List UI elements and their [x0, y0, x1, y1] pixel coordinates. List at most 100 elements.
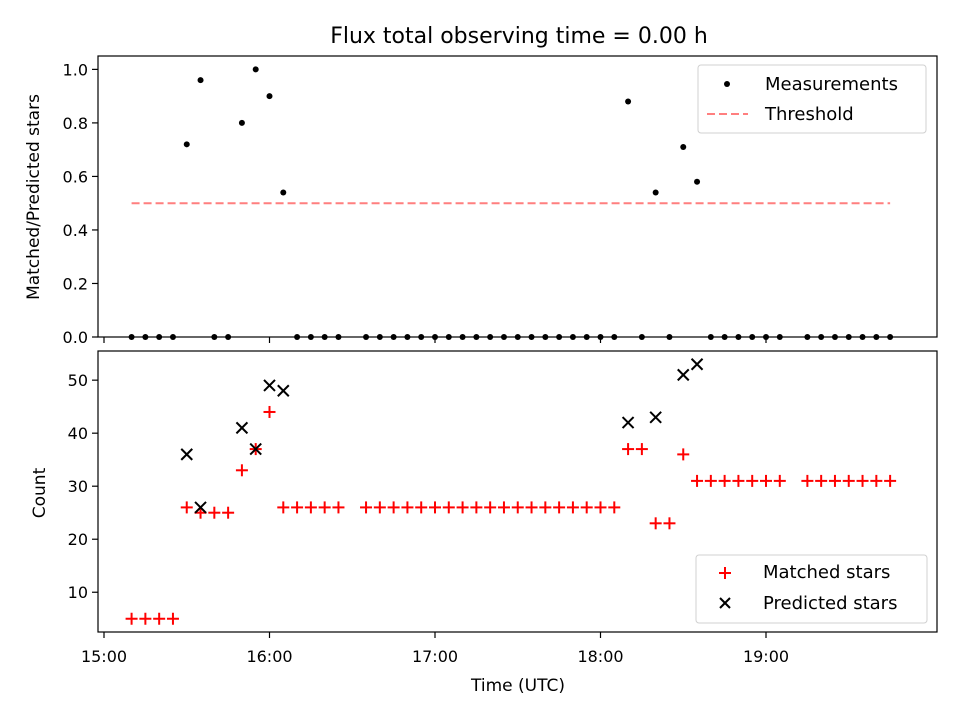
predicted-star-point	[263, 379, 276, 392]
matched-star-point	[773, 474, 786, 487]
top-legend: Measurements Threshold	[697, 64, 927, 134]
matched-star-point	[208, 506, 221, 519]
legend-matched-marker	[719, 567, 731, 579]
top-y-ticks: 0.0 0.2 0.4 0.6 0.8 1.0	[63, 60, 98, 347]
measurement-point	[197, 77, 204, 84]
y-tick-label: 30	[68, 477, 88, 496]
matched-star-point	[704, 474, 717, 487]
matched-star-point	[166, 612, 179, 625]
bottom-y-axis-label: Count	[30, 467, 50, 518]
measurement-point	[625, 98, 632, 105]
matched-star-point	[442, 501, 455, 514]
matched-star-point	[815, 474, 828, 487]
bottom-marks	[125, 358, 897, 625]
legend-matched-label: Matched stars	[763, 562, 890, 583]
matched-star-point	[553, 501, 566, 514]
legend-predicted-label: Predicted stars	[763, 593, 897, 614]
matched-star-point	[263, 405, 276, 418]
x-tick-label: 16:00	[246, 647, 292, 666]
top-axes-frame	[97, 55, 938, 338]
matched-star-point	[429, 501, 441, 514]
matched-star-point	[291, 501, 304, 514]
legend-predicted-marker	[719, 597, 731, 609]
top-panel: 0.0 0.2 0.4 0.6 0.8 1.0 Matched/Predicted sta…	[24, 55, 938, 347]
chart-title: Flux total observing time = 0.00 h	[330, 24, 708, 49]
legend-threshold-label: Threshold	[764, 104, 854, 125]
matched-star-point	[222, 506, 235, 519]
top-legend-box	[697, 64, 927, 134]
x-tick-label: 19:00	[743, 647, 789, 666]
matched-star-point	[649, 517, 662, 530]
y-tick-label: 0.8	[63, 114, 88, 133]
x-tick-label: 17:00	[412, 647, 458, 666]
matched-star-point	[318, 501, 331, 514]
matched-star-point	[125, 612, 138, 625]
bottom-panel: 10 20 30 40 50 15:00 16:00 17:00 18:00 19:00 Cou…	[30, 350, 938, 696]
y-tick-label: 40	[68, 424, 88, 443]
matched-star-point	[622, 443, 635, 456]
matched-star-point	[594, 501, 607, 514]
matched-star-point	[139, 612, 152, 625]
matched-star-point	[332, 501, 345, 514]
matched-star-point	[801, 474, 814, 487]
matched-star-point	[718, 474, 731, 487]
measurement-point	[652, 189, 659, 196]
measurement-point	[266, 93, 273, 100]
matched-star-point	[677, 448, 690, 461]
predicted-star-point	[649, 411, 662, 424]
matched-star-point	[884, 474, 897, 487]
matched-star-point	[180, 501, 193, 514]
matched-star-point	[732, 474, 745, 487]
predicted-star-point	[249, 442, 262, 456]
y-tick-label: 10	[68, 583, 88, 602]
matched-star-point	[566, 501, 579, 514]
matched-star-point	[497, 501, 510, 514]
predicted-star-point	[690, 358, 704, 371]
matched-star-point	[235, 464, 248, 477]
y-tick-label: 50	[68, 371, 88, 390]
matched-star-point	[856, 474, 869, 487]
y-tick-label: 0.2	[63, 274, 88, 293]
y-tick-label: 1.0	[63, 60, 88, 79]
bottom-x-axis-label: Time (UTC)	[470, 676, 565, 696]
legend-measurements-marker	[724, 81, 730, 87]
predicted-star-point	[277, 384, 290, 397]
bottom-y-ticks: 10 20 30 40 50	[68, 371, 98, 602]
matched-star-point	[401, 501, 414, 514]
top-y-axis-label: Matched/Predicted stars	[24, 94, 44, 300]
x-tick-label: 18:00	[577, 647, 623, 666]
matched-star-point	[870, 474, 883, 487]
bottom-x-ticks: 15:00 16:00 17:00 18:00 19:00	[81, 632, 789, 666]
predicted-star-point	[180, 448, 193, 461]
x-tick-label: 15:00	[81, 647, 127, 666]
matched-star-point	[373, 501, 386, 514]
predicted-star-point	[194, 501, 207, 514]
matched-star-point	[746, 474, 759, 487]
matched-star-point	[277, 501, 290, 514]
matched-star-point	[635, 443, 648, 456]
matched-star-point	[580, 501, 593, 514]
measurement-point	[183, 141, 190, 148]
matched-star-point	[304, 501, 317, 514]
matched-star-point	[360, 501, 373, 514]
matched-star-point	[153, 612, 166, 625]
predicted-star-point	[235, 421, 249, 435]
y-tick-label: 0.6	[63, 167, 88, 186]
bottom-axes-frame	[97, 350, 938, 633]
measurement-point	[252, 66, 259, 73]
matched-star-point	[691, 474, 704, 487]
measurement-point	[238, 119, 245, 126]
matched-star-point	[608, 501, 621, 514]
bottom-legend-box	[695, 554, 928, 624]
matched-star-point	[470, 501, 483, 514]
matched-star-point	[828, 474, 841, 487]
matched-star-point	[525, 501, 538, 514]
top-x-ticks	[103, 337, 767, 343]
matched-star-point	[387, 501, 400, 514]
matched-star-point	[539, 501, 552, 514]
matched-star-point	[842, 474, 855, 487]
y-tick-label: 20	[68, 530, 88, 549]
measurement-point	[680, 143, 687, 150]
matched-star-point	[760, 474, 772, 487]
